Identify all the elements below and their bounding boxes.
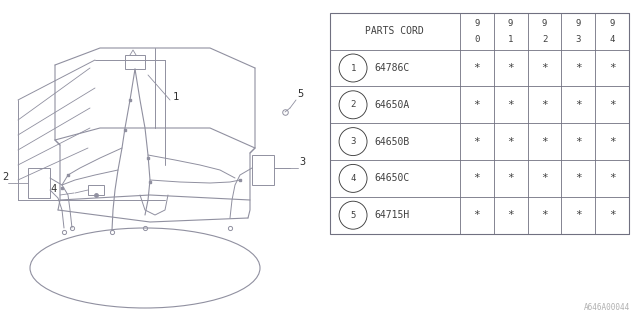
Text: *: * [508,210,514,220]
Text: *: * [474,173,480,183]
Text: *: * [474,100,480,110]
Text: 64650A: 64650A [374,100,409,110]
Text: *: * [575,100,582,110]
Text: A646A00044: A646A00044 [584,303,630,312]
Text: 3: 3 [299,157,305,167]
Bar [330,13,629,234]
Text: *: * [541,63,548,73]
Bar [125,55,145,69]
Text: 0: 0 [474,35,479,44]
Text: 3: 3 [350,137,356,146]
Text: *: * [474,63,480,73]
Text: 9: 9 [508,19,513,28]
Text: *: * [609,137,616,147]
Text: PARTS CORD: PARTS CORD [365,26,424,36]
Bar [88,185,104,195]
Text: *: * [508,63,514,73]
Text: *: * [541,100,548,110]
Text: 1: 1 [173,92,179,102]
Text: *: * [575,210,582,220]
Text: 64650B: 64650B [374,137,409,147]
Text: *: * [541,173,548,183]
Text: 5: 5 [297,89,303,99]
Text: 2: 2 [542,35,547,44]
Text: 2: 2 [2,172,8,182]
Text: 1: 1 [508,35,513,44]
Text: *: * [508,173,514,183]
Text: *: * [575,173,582,183]
Text: 3: 3 [575,35,581,44]
Text: 4: 4 [609,35,615,44]
Text: *: * [541,210,548,220]
Text: 1: 1 [350,63,356,73]
Text: 5: 5 [350,211,356,220]
Text: *: * [474,137,480,147]
Text: *: * [609,210,616,220]
Text: *: * [575,63,582,73]
Text: 9: 9 [609,19,615,28]
Text: *: * [508,137,514,147]
Bar [28,168,50,198]
Text: *: * [541,137,548,147]
Text: *: * [609,63,616,73]
Text: 9: 9 [575,19,581,28]
Text: *: * [508,100,514,110]
Text: *: * [575,137,582,147]
Text: 4: 4 [350,174,356,183]
Text: 64786C: 64786C [374,63,409,73]
Text: 9: 9 [542,19,547,28]
Text: 64715H: 64715H [374,210,409,220]
Text: *: * [609,100,616,110]
Text: 2: 2 [350,100,356,109]
Text: 64650C: 64650C [374,173,409,183]
Text: *: * [609,173,616,183]
Text: *: * [474,210,480,220]
Bar [252,155,274,185]
Text: 4: 4 [50,184,56,194]
Text: 9: 9 [474,19,479,28]
